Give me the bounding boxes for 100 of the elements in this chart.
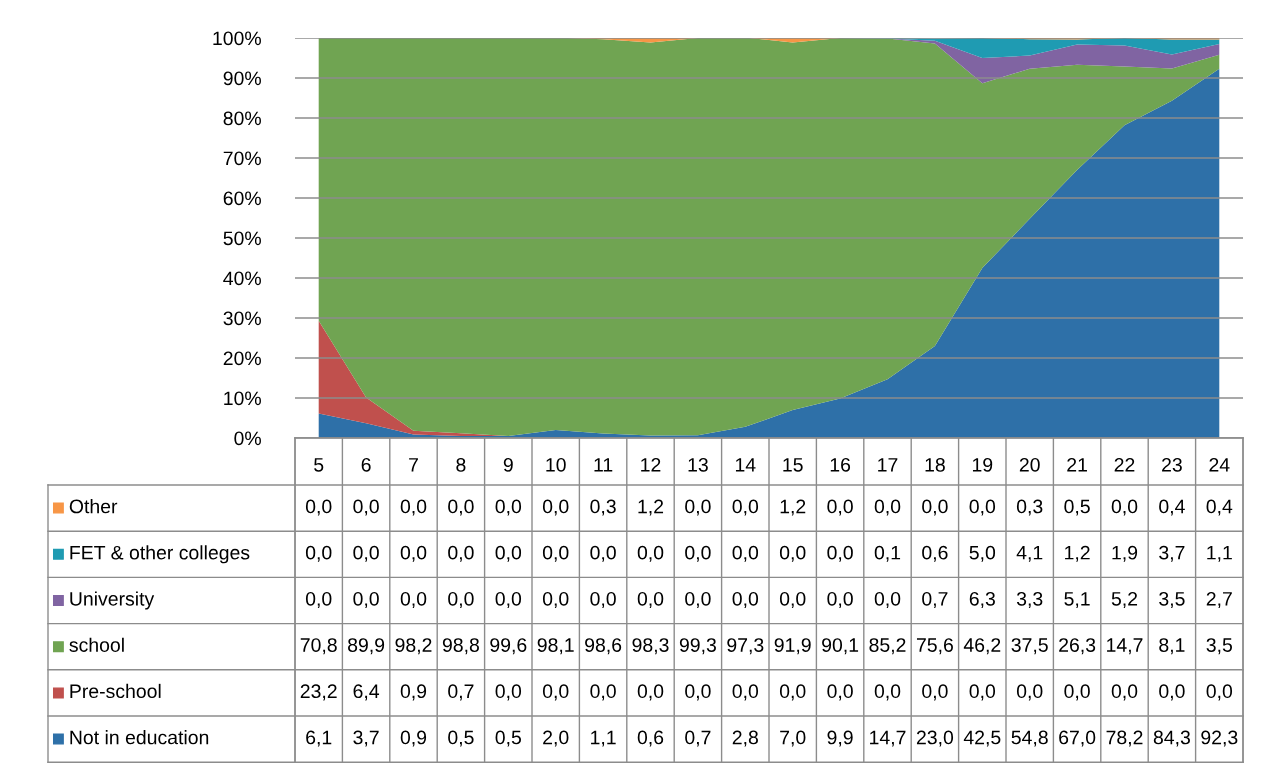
data-label: 98,8	[442, 638, 479, 655]
data-label: 0,0	[874, 684, 901, 701]
data-label: 6,1	[306, 730, 332, 747]
data-label: 2,8	[732, 730, 758, 747]
data-label: 1,2	[780, 499, 806, 516]
data-label: 1,9	[1112, 545, 1138, 562]
data-label: 0,0	[874, 499, 901, 516]
legend-label: school	[69, 637, 124, 652]
data-label: 0,9	[400, 730, 427, 747]
data-label: 3,7	[353, 730, 379, 747]
data-label: 1,2	[638, 499, 664, 516]
legend-label: FET & other colleges	[70, 545, 250, 564]
data-label: 0,0	[637, 591, 664, 609]
data-label: 0,0	[495, 591, 522, 609]
x-tick-label: 8	[456, 457, 466, 472]
data-label: 0,0	[1016, 684, 1043, 701]
data-label: 75,6	[916, 638, 953, 655]
data-label: 3,5	[1159, 591, 1185, 609]
data-label: 98,1	[537, 638, 574, 655]
x-tick-label: 6	[361, 457, 371, 472]
data-label: 0,0	[922, 499, 948, 516]
y-tick-label: 10%	[224, 391, 261, 406]
y-tick-label: 20%	[223, 351, 261, 366]
data-label: 0,0	[969, 684, 996, 701]
data-label: 0,0	[827, 545, 853, 562]
data-label: 6,4	[353, 684, 380, 701]
x-tick-label: 20	[1019, 457, 1040, 472]
data-label: 98,6	[585, 638, 622, 655]
data-label: 3,5	[1206, 638, 1232, 655]
x-tick-label: 5	[314, 458, 324, 472]
data-label: 0,0	[922, 684, 948, 701]
data-label: 70,8	[300, 638, 337, 655]
data-label: 0,0	[969, 499, 996, 516]
data-label: 98,2	[395, 638, 432, 655]
data-label: 0,0	[400, 499, 427, 516]
x-tick-label: 23	[1162, 457, 1182, 472]
data-label: 0,0	[353, 591, 379, 609]
y-tick-label: 100%	[213, 31, 261, 46]
data-label: 0,0	[590, 545, 616, 562]
x-tick-label: 16	[830, 457, 851, 472]
data-label: 0,0	[400, 545, 427, 562]
data-label: 0,0	[685, 545, 711, 562]
data-label: 54,8	[1011, 730, 1048, 747]
data-label: 67,0	[1059, 730, 1096, 747]
data-label: 7,0	[780, 730, 806, 747]
y-tick-label: 40%	[223, 271, 261, 286]
data-label: 23,2	[300, 684, 337, 701]
data-label: 97,3	[727, 638, 764, 655]
data-label: 0,0	[305, 545, 332, 562]
data-label: 89,9	[348, 638, 385, 655]
data-label: 0,0	[542, 545, 569, 562]
data-label: 0,0	[542, 499, 569, 516]
data-label: 0,0	[353, 545, 379, 562]
data-label: 92,3	[1201, 730, 1238, 747]
x-tick-label: 14	[735, 458, 756, 472]
data-label: 0,0	[732, 591, 759, 609]
data-label: 0,0	[732, 545, 759, 562]
data-label: 8,1	[1159, 638, 1185, 655]
data-label: 0,0	[542, 591, 569, 609]
data-label: 0,0	[590, 684, 616, 701]
data-label: 26,3	[1059, 638, 1096, 655]
data-label: 3,7	[1159, 545, 1185, 562]
data-label: 23,0	[916, 730, 954, 747]
data-label: 0,4	[1206, 499, 1233, 516]
data-label: 84,3	[1153, 730, 1190, 747]
legend-label: Not in education	[70, 730, 209, 745]
data-label: 0,3	[1016, 499, 1043, 516]
data-label: 0,0	[827, 684, 853, 701]
data-label: 0,5	[1064, 499, 1090, 516]
data-label: 0,1	[874, 545, 901, 562]
data-label: 46,2	[963, 638, 1001, 655]
x-tick-label: 19	[972, 457, 993, 472]
data-label: 0,0	[590, 591, 616, 609]
data-label: 0,0	[779, 545, 806, 562]
data-label: 0,0	[637, 545, 664, 562]
data-label: 1,1	[591, 730, 616, 747]
data-label: 0,5	[448, 730, 474, 747]
data-label: 0,0	[448, 545, 474, 562]
data-label: 91,9	[774, 638, 811, 655]
x-tick-label: 13	[688, 457, 708, 472]
data-label: 99,6	[490, 638, 527, 655]
data-label: 0,5	[495, 730, 521, 747]
data-label: 0,0	[305, 591, 332, 609]
data-label: 4,1	[1016, 545, 1043, 562]
data-label: 0,0	[827, 499, 853, 516]
y-tick-label: 60%	[223, 191, 261, 206]
data-label: 0,0	[637, 684, 664, 701]
data-label: 0,0	[685, 684, 711, 701]
data-label: 0,3	[590, 499, 616, 516]
data-label: 1,1	[1207, 545, 1232, 562]
data-label: 0,0	[779, 684, 806, 701]
data-label: 0,0	[779, 591, 806, 609]
data-label: 0,7	[448, 684, 474, 701]
data-label: 14,7	[1107, 638, 1143, 655]
data-label: 37,5	[1011, 638, 1048, 655]
x-tick-label: 17	[878, 458, 898, 472]
y-tick-label: 0%	[234, 431, 261, 446]
data-label: 0,0	[685, 591, 711, 609]
data-label: 0,0	[732, 684, 759, 701]
data-label: 5,0	[969, 545, 996, 562]
